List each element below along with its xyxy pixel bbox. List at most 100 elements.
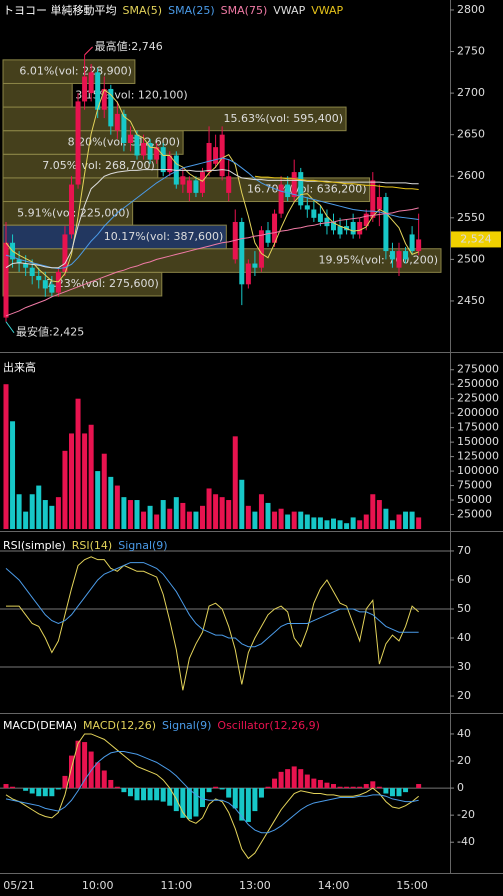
oscillator-bar — [357, 786, 363, 789]
candle-body — [376, 197, 382, 210]
volume-bar — [154, 514, 160, 529]
candle-body — [108, 88, 114, 127]
volume-bar — [180, 502, 186, 529]
y-tick-label: -20 — [457, 808, 475, 821]
oscillator-bar — [206, 788, 212, 793]
oscillator-bar — [239, 788, 245, 821]
candle-body — [389, 251, 395, 260]
volume-profile-label: 16.70%(vol: 636,200) — [247, 183, 367, 196]
oscillator-bar — [108, 779, 114, 789]
volume-bar — [409, 511, 415, 529]
candle-body — [180, 176, 186, 185]
candle-body — [186, 180, 192, 193]
oscillator-bar — [42, 788, 48, 797]
y-tick-label: -40 — [457, 835, 475, 848]
oscillator-bar — [180, 788, 186, 818]
candle-body — [396, 251, 402, 268]
volume-bar — [88, 424, 94, 529]
oscillator-bar — [376, 786, 382, 789]
volume-bar — [389, 520, 395, 529]
volume-bar — [200, 505, 205, 529]
volume-bar — [23, 511, 29, 529]
oscillator-bar — [278, 771, 284, 789]
volume-profile-label: 10.17%(vol: 387,600) — [104, 230, 224, 243]
candle-body — [298, 172, 304, 206]
oscillator-bar — [55, 788, 61, 790]
candle-body — [160, 147, 166, 173]
volume-bar — [304, 514, 310, 529]
candle-body — [291, 172, 297, 198]
oscillator-bar — [337, 786, 343, 789]
line — [254, 175, 419, 191]
volume-profile-label: 6.01%(vol: 228,900) — [19, 65, 132, 78]
volume-bar — [82, 433, 88, 529]
volume-bar — [193, 511, 199, 529]
candle-body — [147, 142, 153, 160]
legend-entry: Signal(9) — [118, 539, 167, 552]
oscillator-bar — [49, 788, 55, 797]
y-tick-label: 70 — [457, 544, 471, 557]
volume-bar — [252, 511, 258, 529]
line — [5, 733, 419, 860]
y-tick-label: 2650 — [457, 128, 485, 141]
panel-header: 出来高 — [3, 360, 36, 374]
line — [5, 157, 419, 270]
candle-body — [127, 134, 133, 143]
y-tick-label: 100000 — [457, 464, 499, 477]
oscillator-bar — [121, 788, 127, 793]
y-tick-label: 275000 — [457, 363, 499, 376]
candle-body — [42, 280, 48, 289]
oscillator-bar — [114, 786, 120, 789]
last-price-label: 2,524 — [460, 232, 492, 245]
volume-bar — [62, 450, 68, 529]
candle-body — [95, 72, 101, 110]
legend-entry: VWAP — [311, 4, 343, 17]
volume-bar — [350, 517, 356, 529]
panel-title: 出来高 — [3, 360, 36, 374]
candle-body — [416, 239, 422, 252]
oscillator-bar — [370, 781, 376, 789]
candle-body — [36, 276, 42, 281]
oscillator-bar — [36, 788, 42, 797]
candle-body — [350, 221, 356, 235]
y-tick-label: 60 — [457, 573, 471, 586]
y-tick-label: 200000 — [457, 406, 499, 419]
oscillator-bar — [285, 769, 291, 789]
y-tick-label: 250000 — [457, 377, 499, 390]
volume-bar — [376, 500, 382, 529]
oscillator-bar — [82, 742, 88, 789]
volume-bar — [317, 517, 323, 529]
volume-bar — [134, 500, 140, 529]
legend-entry: MACD(12,26) — [83, 719, 156, 732]
candle-body — [285, 184, 291, 198]
candle-body — [3, 242, 9, 318]
volume-bar — [16, 494, 22, 529]
candle-body — [324, 217, 330, 227]
volume-bar — [127, 500, 133, 529]
volume-bar — [36, 485, 42, 529]
volume-bar — [49, 505, 55, 529]
candle-body — [213, 147, 219, 164]
volume-bar — [357, 520, 363, 529]
volume-bar — [239, 479, 245, 529]
candle-body — [69, 184, 74, 235]
volume-bar — [75, 398, 81, 529]
volume-bar — [167, 508, 173, 529]
y-tick-label: 25000 — [457, 508, 492, 521]
oscillator-bar — [245, 788, 251, 822]
volume-bar — [331, 518, 336, 529]
x-tick-label: 10:00 — [82, 879, 114, 892]
y-tick-label: 2550 — [457, 211, 485, 224]
oscillator-bar — [396, 788, 402, 797]
volume-bar — [69, 433, 74, 529]
volume-bar — [363, 514, 369, 529]
oscillator-bar — [311, 778, 317, 789]
volume-profile-bar — [2, 177, 371, 203]
volume-bar — [403, 511, 409, 529]
oscillator-bar — [160, 788, 166, 802]
panel-title: RSI(simple) — [3, 539, 66, 552]
candle-body — [101, 88, 107, 110]
candle-body — [82, 76, 88, 102]
y-tick-label: 30 — [457, 660, 471, 673]
